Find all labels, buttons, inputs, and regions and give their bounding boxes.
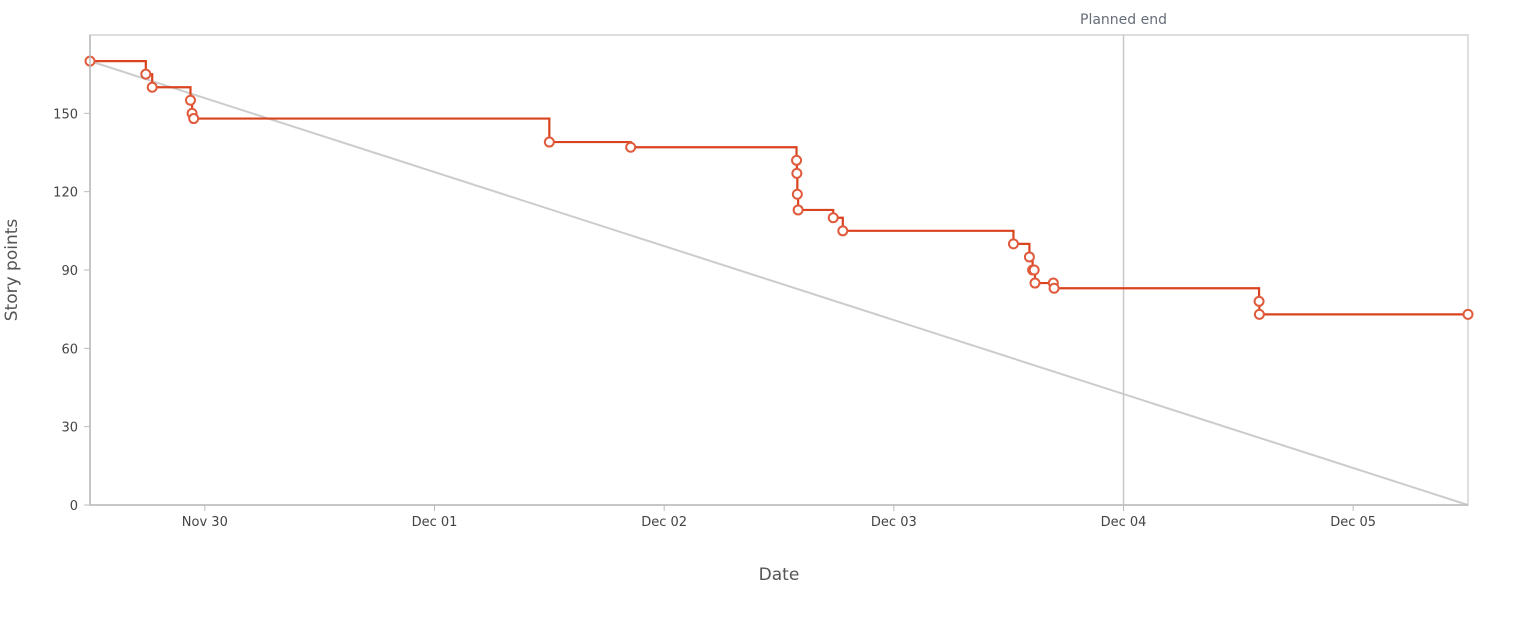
y-tick-label: 150 <box>53 107 78 122</box>
data-point[interactable] <box>827 212 839 224</box>
annotation-layer: Planned end <box>1080 12 1167 505</box>
actual-burndown-layer <box>90 60 1468 316</box>
data-point[interactable] <box>1023 251 1035 263</box>
data-point[interactable] <box>1029 277 1041 289</box>
data-point[interactable] <box>791 188 803 200</box>
y-tick-label: 60 <box>61 342 78 357</box>
x-tick-label: Nov 30 <box>182 515 228 530</box>
y-axis: 0 30 60 90 120 150 <box>53 35 91 514</box>
x-tick-label: Dec 04 <box>1101 515 1147 530</box>
x-axis-title: Date <box>759 565 800 585</box>
ideal-burndown-line <box>89 60 1469 506</box>
data-point[interactable] <box>1462 308 1474 320</box>
planned-end-label: Planned end <box>1080 12 1167 28</box>
data-point[interactable] <box>1253 295 1265 307</box>
data-point[interactable] <box>1048 282 1060 294</box>
x-axis: Nov 30 Dec 01 Dec 02 Dec 03 Dec 04 Dec 05 <box>90 504 1468 530</box>
y-tick-label: 0 <box>70 499 78 514</box>
data-point[interactable] <box>625 141 637 153</box>
data-points-layer <box>84 55 1474 320</box>
data-point[interactable] <box>837 225 849 237</box>
x-tick-label: Dec 03 <box>871 515 917 530</box>
y-tick-label: 90 <box>61 264 78 279</box>
data-point[interactable] <box>543 136 555 148</box>
x-tick-label: Dec 02 <box>641 515 687 530</box>
y-axis-title: Story points <box>2 219 22 322</box>
data-point[interactable] <box>188 113 200 125</box>
x-tick-label: Dec 01 <box>412 515 458 530</box>
y-tick-label: 120 <box>53 186 78 201</box>
data-point[interactable] <box>184 94 196 106</box>
actual-burndown-line <box>90 60 1468 316</box>
data-point[interactable] <box>791 167 803 179</box>
data-point[interactable] <box>146 81 158 93</box>
x-tick-label: Dec 05 <box>1330 515 1376 530</box>
data-point[interactable] <box>792 204 804 216</box>
data-point[interactable] <box>140 68 152 80</box>
data-point[interactable] <box>1028 264 1040 276</box>
data-point[interactable] <box>791 154 803 166</box>
plot-area <box>89 34 1469 506</box>
ideal-burndown-layer <box>89 60 1469 506</box>
y-tick-label: 30 <box>61 421 78 436</box>
data-point[interactable] <box>1007 238 1019 250</box>
data-point[interactable] <box>1253 308 1265 320</box>
